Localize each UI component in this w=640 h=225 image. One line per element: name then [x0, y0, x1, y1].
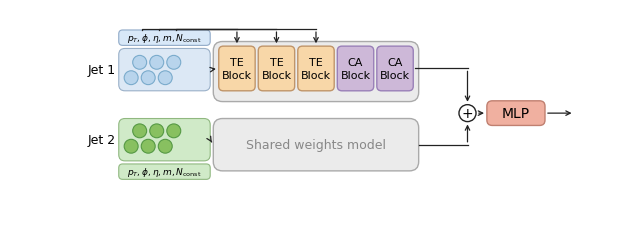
- FancyBboxPatch shape: [259, 47, 294, 91]
- Circle shape: [167, 56, 180, 70]
- Text: $p_T, \phi, \eta, m, N_{\mathrm{const}}$: $p_T, \phi, \eta, m, N_{\mathrm{const}}$: [127, 165, 202, 178]
- Text: CA
Block: CA Block: [380, 58, 410, 80]
- Circle shape: [141, 140, 155, 153]
- FancyBboxPatch shape: [337, 47, 374, 91]
- Circle shape: [167, 124, 180, 138]
- Circle shape: [124, 140, 138, 153]
- Text: TE
Block: TE Block: [222, 58, 252, 80]
- Circle shape: [132, 56, 147, 70]
- Circle shape: [459, 105, 476, 122]
- FancyBboxPatch shape: [219, 47, 255, 91]
- FancyBboxPatch shape: [119, 31, 210, 46]
- Circle shape: [150, 124, 164, 138]
- Text: TE
Block: TE Block: [301, 58, 331, 80]
- Text: TE
Block: TE Block: [261, 58, 292, 80]
- Circle shape: [158, 72, 172, 85]
- Circle shape: [158, 140, 172, 153]
- Circle shape: [124, 72, 138, 85]
- Text: MLP: MLP: [502, 107, 530, 121]
- FancyBboxPatch shape: [487, 101, 545, 126]
- Text: +: +: [461, 107, 474, 121]
- Text: CA
Block: CA Block: [340, 58, 371, 80]
- Circle shape: [132, 124, 147, 138]
- Circle shape: [150, 56, 164, 70]
- FancyBboxPatch shape: [119, 164, 210, 180]
- Text: $p_T, \phi, \eta, m, N_{\mathrm{const}}$: $p_T, \phi, \eta, m, N_{\mathrm{const}}$: [127, 32, 202, 45]
- Circle shape: [141, 72, 155, 85]
- FancyBboxPatch shape: [213, 42, 419, 102]
- Text: Shared weights model: Shared weights model: [246, 139, 386, 151]
- FancyBboxPatch shape: [377, 47, 413, 91]
- FancyBboxPatch shape: [298, 47, 334, 91]
- FancyBboxPatch shape: [213, 119, 419, 171]
- FancyBboxPatch shape: [119, 49, 210, 91]
- Text: Jet 1: Jet 1: [88, 64, 116, 77]
- FancyBboxPatch shape: [119, 119, 210, 161]
- Text: Jet 2: Jet 2: [88, 134, 116, 146]
